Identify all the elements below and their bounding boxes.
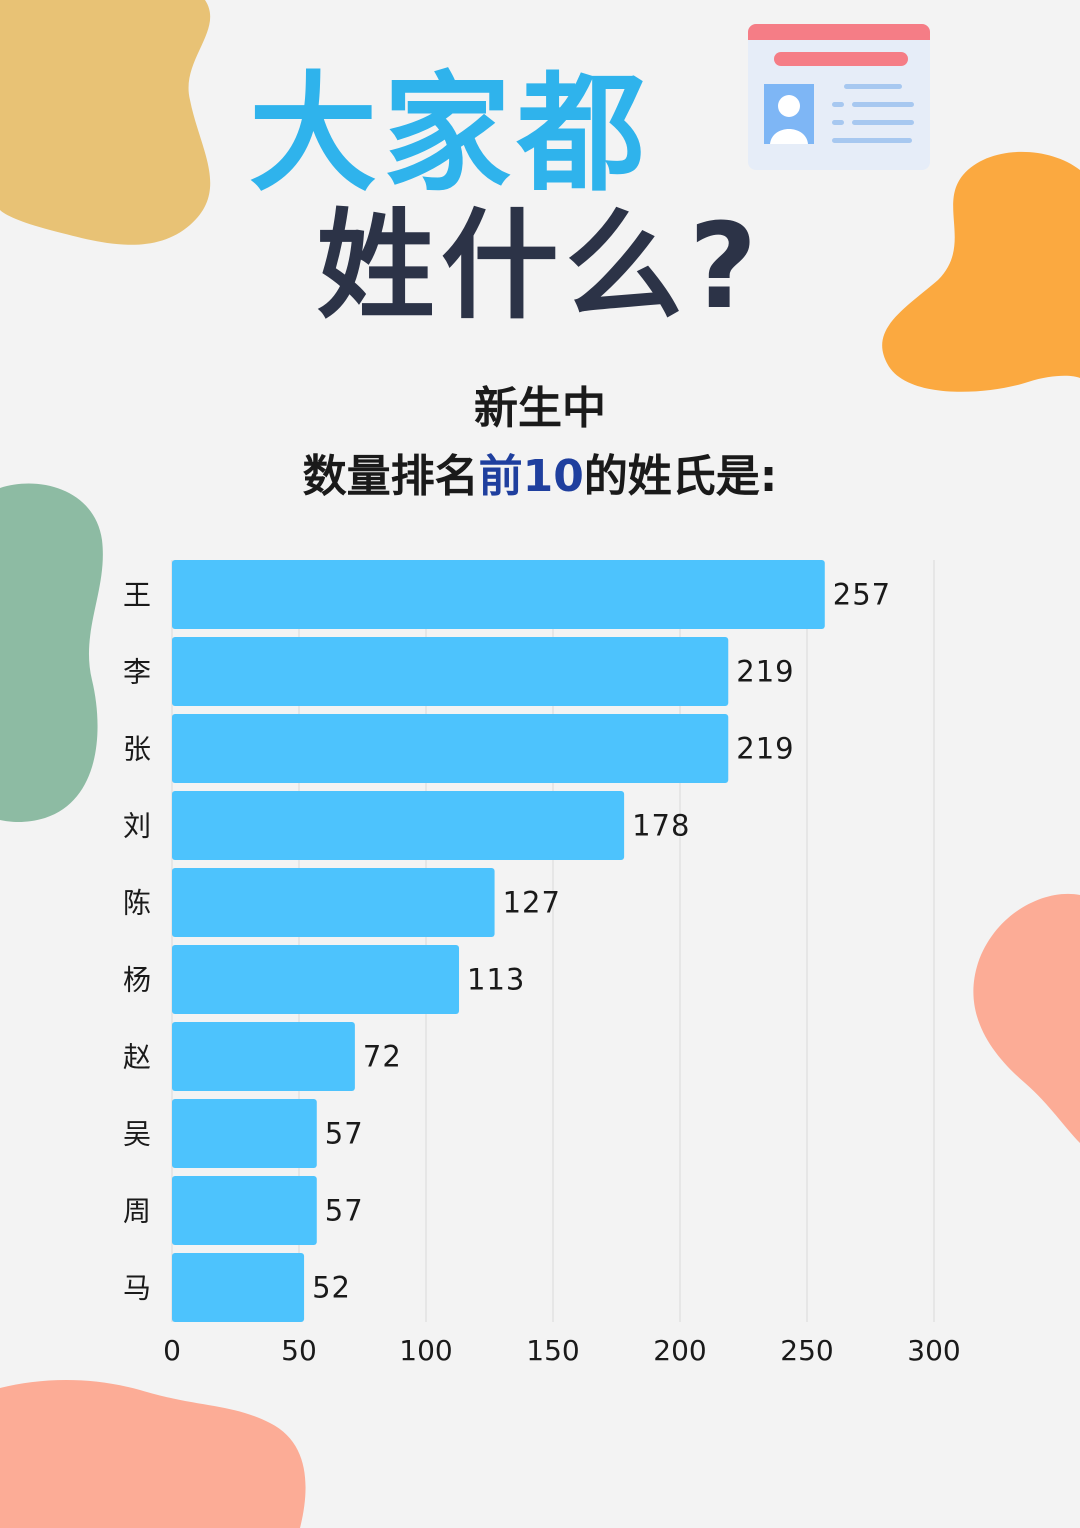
- category-label: 马: [123, 1272, 151, 1305]
- x-tick-label: 150: [526, 1334, 579, 1367]
- bar: [172, 1022, 355, 1091]
- bar-value-label: 178: [632, 809, 690, 843]
- chart-subtitle-line2: 数量排名前10的姓氏是:: [0, 440, 1080, 504]
- bar-value-label: 57: [325, 1117, 364, 1151]
- page-title-line2: 姓什么?: [316, 197, 764, 335]
- x-tick-label: 0: [163, 1334, 181, 1367]
- bar: [172, 637, 729, 706]
- bar-value-label: 52: [312, 1271, 351, 1305]
- peach-blob-decoration-bottom: [0, 1380, 306, 1528]
- yellow-blob-decoration: [0, 0, 211, 245]
- subtitle-highlight: 前10: [478, 451, 584, 502]
- category-label: 李: [123, 656, 151, 689]
- page-title-line1: 大家都: [248, 60, 651, 209]
- bar: [172, 868, 495, 937]
- bar: [172, 1253, 305, 1322]
- bars: [172, 560, 825, 1322]
- subtitle-text-before: 数量排名: [302, 451, 479, 502]
- x-tick-label: 50: [281, 1334, 317, 1367]
- bar-value-label: 127: [503, 886, 561, 920]
- bar: [172, 714, 729, 783]
- category-label: 吴: [123, 1118, 151, 1151]
- surname-bar-chart: 0 50 100 150 200 250 300 257 王 219 李 219 张 178 刘 127 陈 11…: [123, 560, 961, 1368]
- subtitle-text-after: 的姓氏是:: [583, 451, 778, 502]
- x-tick-label: 250: [780, 1334, 833, 1367]
- category-label: 陈: [123, 887, 151, 920]
- bar-value-label: 113: [467, 963, 525, 997]
- category-label: 王: [123, 579, 151, 612]
- x-tick-label: 200: [653, 1334, 706, 1367]
- x-tick-label: 100: [399, 1334, 452, 1367]
- bar: [172, 945, 460, 1014]
- bar-value-label: 57: [325, 1194, 364, 1228]
- bar-value-label: 219: [736, 732, 794, 766]
- category-label: 杨: [123, 964, 151, 997]
- x-tick-label: 300: [907, 1334, 960, 1367]
- bar: [172, 560, 825, 629]
- green-blob-decoration: [0, 483, 103, 822]
- chart-subtitle-line1: 新生中: [474, 383, 606, 434]
- labels: 0 50 100 150 200 250 300 257 王 219 李 219 张 178 刘 127 陈 11…: [123, 578, 961, 1368]
- bar-value-label: 72: [363, 1040, 402, 1074]
- bar-value-label: 219: [736, 655, 794, 689]
- bar-value-label: 257: [833, 578, 891, 612]
- bar: [172, 791, 625, 860]
- orange-blob-decoration: [882, 151, 1080, 392]
- category-label: 张: [123, 733, 151, 766]
- bar: [172, 1099, 317, 1168]
- category-label: 刘: [123, 810, 151, 843]
- id-card-icon: [748, 24, 930, 170]
- bar: [172, 1176, 317, 1245]
- peach-blob-decoration-right: [973, 893, 1080, 1143]
- category-label: 周: [123, 1195, 151, 1228]
- category-label: 赵: [123, 1041, 151, 1074]
